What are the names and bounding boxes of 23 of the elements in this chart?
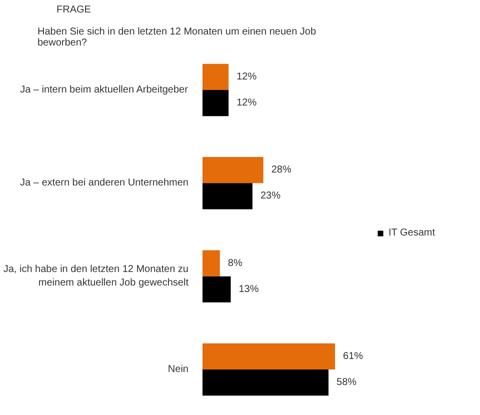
bar bbox=[202, 250, 220, 276]
bar bbox=[202, 90, 229, 116]
data-label: 8% bbox=[228, 258, 242, 269]
legend-label: IT Gesamt bbox=[388, 227, 435, 238]
chart-subtitle: Haben Sie sich in den letzten 12 Monaten um einen neuen Job beworben? bbox=[38, 26, 316, 48]
y-tick-label: Nein bbox=[168, 364, 189, 376]
data-label: 12% bbox=[236, 98, 257, 109]
data-label: 23% bbox=[260, 190, 281, 202]
bar bbox=[202, 157, 264, 184]
data-label: 58% bbox=[336, 377, 357, 388]
bar bbox=[202, 370, 329, 396]
y-tick-label: Ja – extern bei anderen Unternehmen bbox=[20, 178, 189, 189]
bar bbox=[202, 183, 252, 210]
text: FRAGE bbox=[56, 4, 92, 16]
bar bbox=[202, 343, 336, 370]
data-label: 12% bbox=[236, 71, 257, 82]
y-tick-label: Ja, ich habe in den letzten 12 Monaten zu meinem aktuellen Job gewechselt bbox=[3, 264, 189, 288]
data-label: 13% bbox=[238, 284, 259, 295]
data-label: 28% bbox=[271, 164, 292, 176]
bar bbox=[202, 276, 231, 302]
y-tick-label: Ja – intern beim aktuellen Arbeitgeber bbox=[20, 84, 189, 96]
data-label: 61% bbox=[343, 350, 364, 362]
bar bbox=[202, 64, 229, 90]
